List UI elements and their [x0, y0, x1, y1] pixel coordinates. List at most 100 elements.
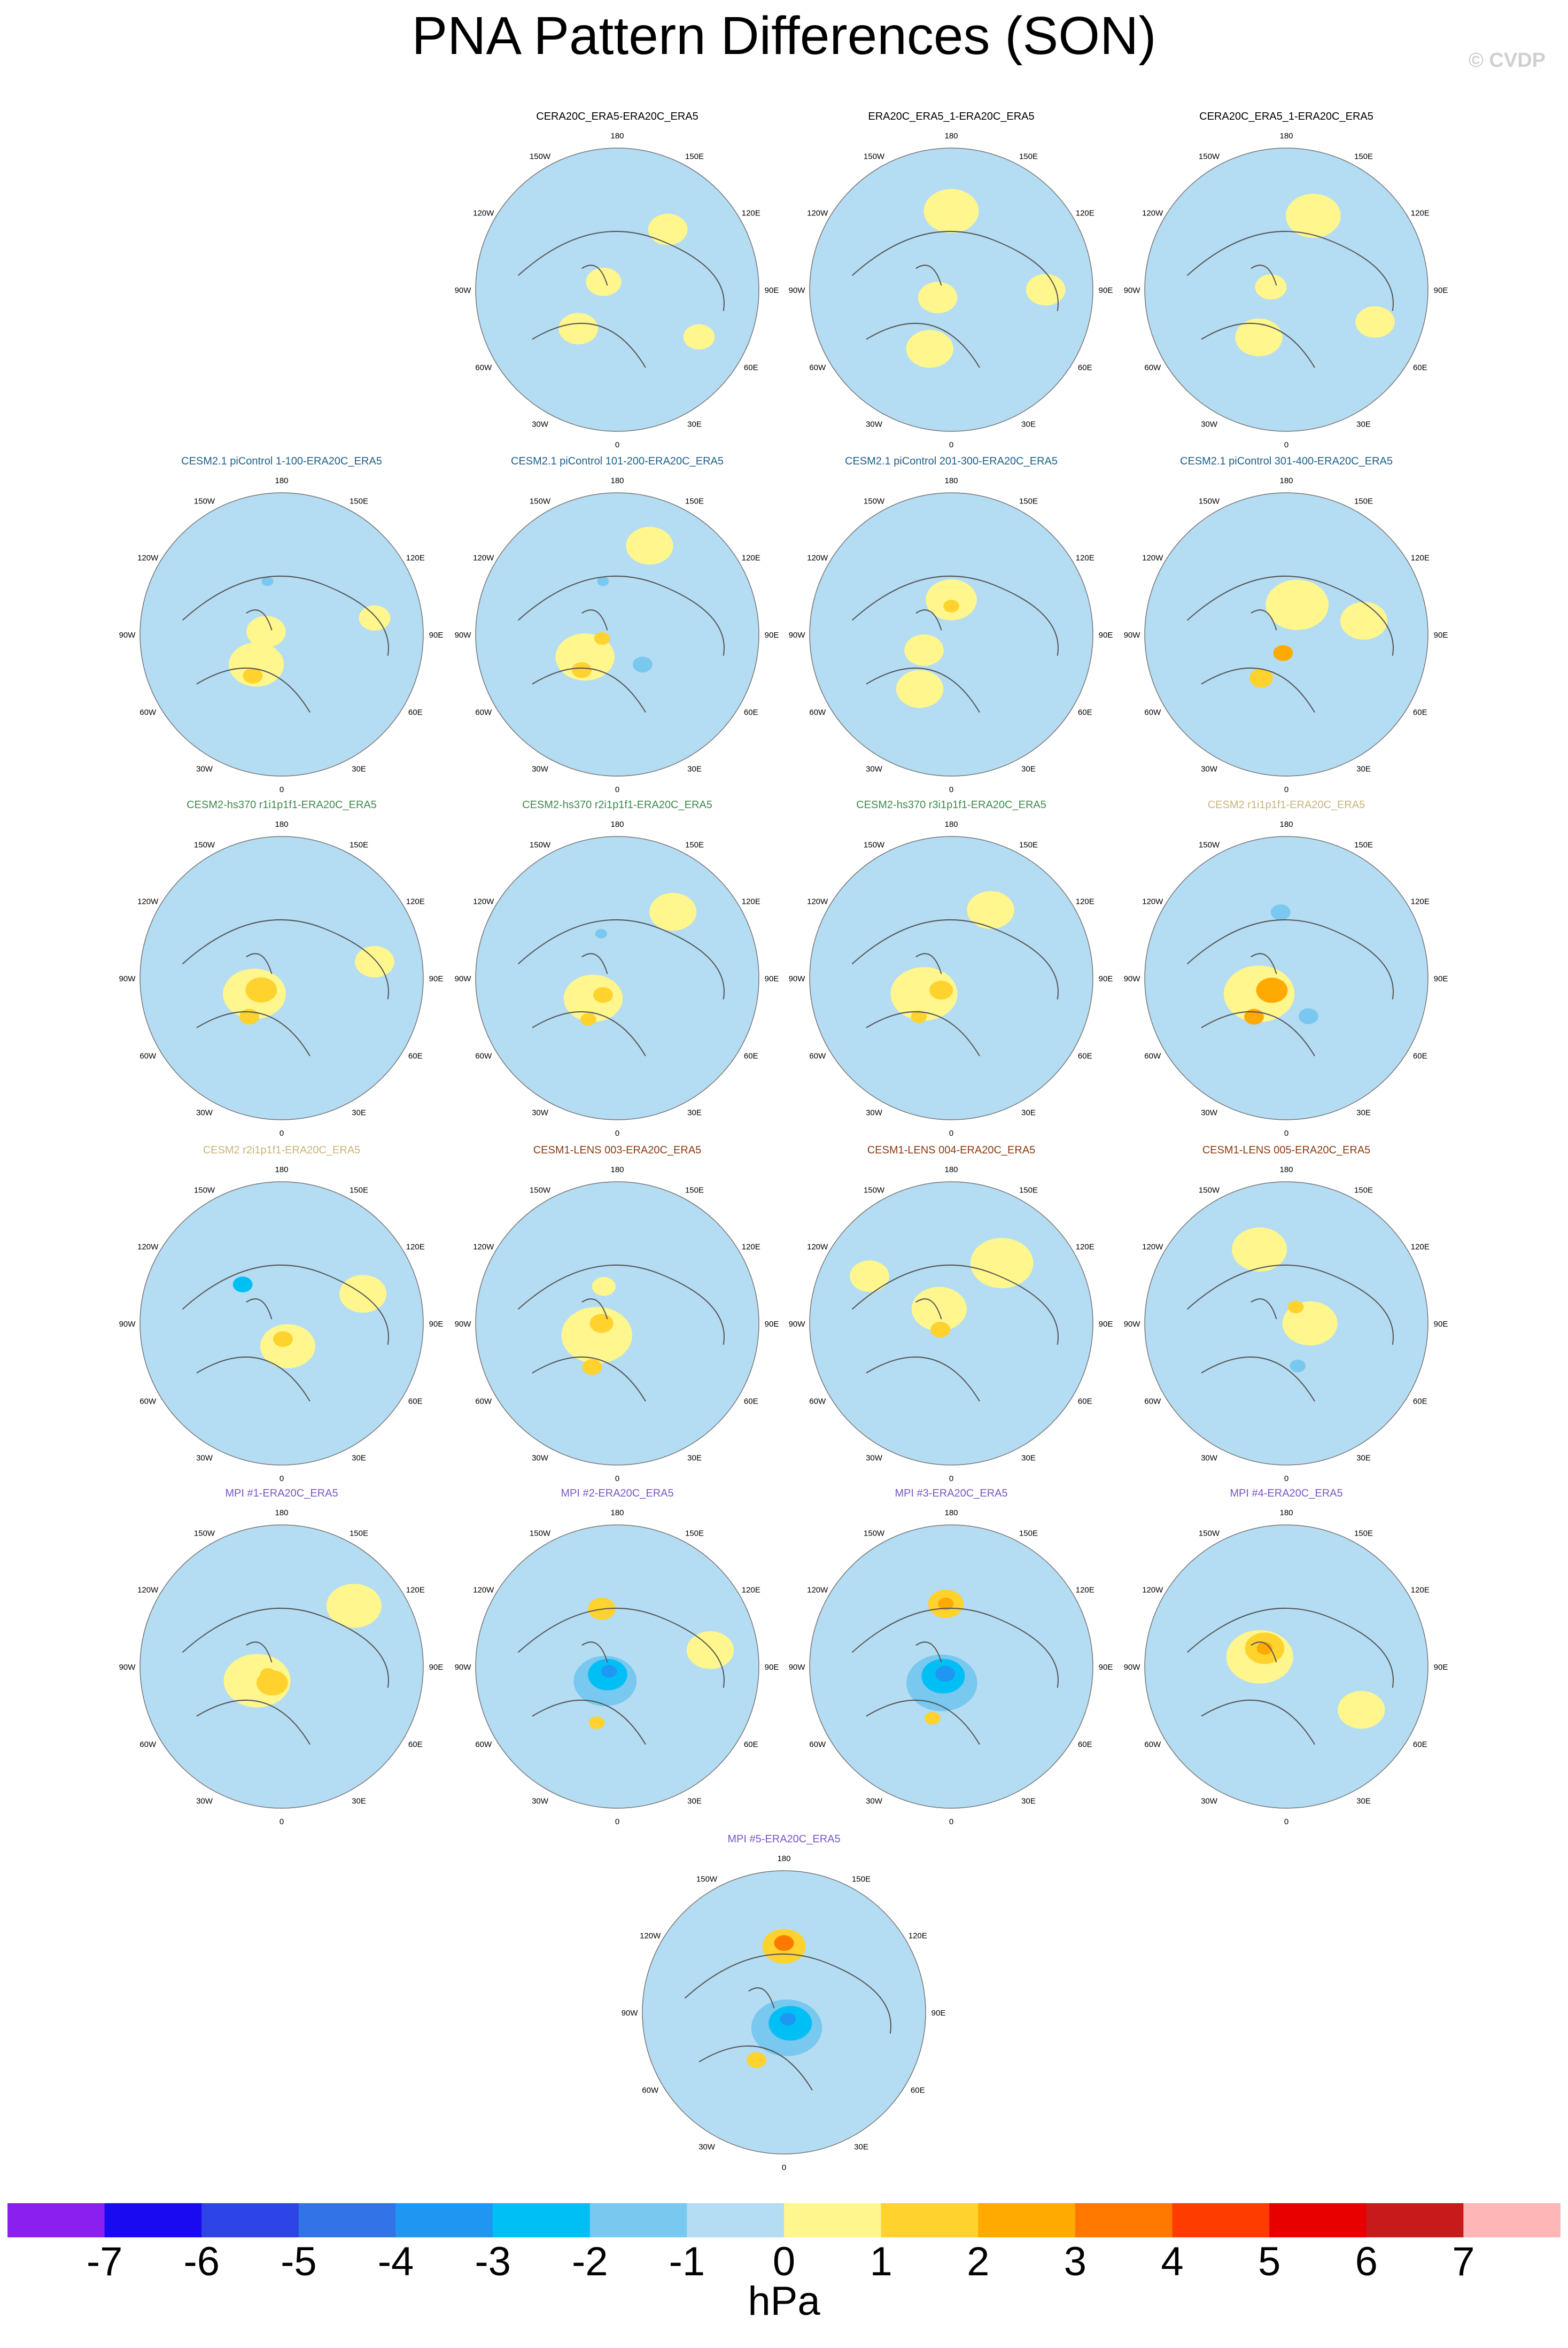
polar-map: 180 150W 150E 120W 120E 90W 90E 60W 60E 30W 30E 0 — [455, 1508, 779, 1826]
anomaly-contour — [597, 576, 609, 586]
longitude-label: 90E — [1099, 286, 1113, 295]
anomaly-contour — [561, 1307, 633, 1364]
colorbar-bin — [589, 2203, 687, 2237]
longitude-label: 0 — [280, 1129, 284, 1138]
longitude-label: 30W — [698, 2142, 716, 2151]
longitude-label: 120W — [1142, 554, 1163, 563]
longitude-label: 180 — [1279, 131, 1293, 141]
longitude-label: 60E — [744, 1397, 758, 1406]
anomaly-contour — [589, 1716, 605, 1729]
longitude-label: 120W — [473, 554, 494, 563]
longitude-label: 60E — [1413, 1052, 1427, 1061]
anomaly-contour — [1298, 1008, 1318, 1025]
longitude-label: 120E — [909, 1932, 927, 1941]
longitude-label: 0 — [280, 1817, 284, 1826]
longitude-label: 180 — [944, 820, 958, 829]
longitude-label: 150E — [1019, 152, 1038, 161]
panel-title: CESM2-hs370 r3i1p1f1-ERA20C_ERA5 — [856, 799, 1046, 811]
longitude-label: 180 — [1279, 1508, 1293, 1517]
colorbar-bin — [395, 2203, 493, 2237]
longitude-label: 90E — [1434, 631, 1448, 640]
map-border — [475, 1181, 759, 1466]
longitude-label: 0 — [949, 440, 953, 450]
longitude-label: 90W — [1124, 974, 1141, 983]
page-title: PNA Pattern Differences (SON) — [412, 6, 1156, 66]
longitude-label: 30W — [196, 1453, 213, 1462]
longitude-label: 120W — [473, 1586, 494, 1595]
longitude-label: 60E — [1078, 1740, 1092, 1749]
longitude-label: 120E — [742, 1243, 760, 1252]
longitude-label: 120W — [473, 209, 494, 218]
map-border — [139, 1524, 424, 1809]
map-border — [139, 492, 424, 777]
polar-map: 180 150W 150E 120W 120E 90W 90E 60W 60E 30W 30E 0 — [789, 131, 1113, 450]
longitude-label: 60W — [809, 1397, 826, 1406]
longitude-label: 90W — [789, 286, 806, 295]
longitude-label: 60E — [1413, 1740, 1427, 1749]
anomaly-contour — [580, 1013, 596, 1026]
longitude-label: 90E — [1434, 1663, 1448, 1672]
longitude-label: 60W — [475, 1052, 492, 1061]
longitude-label: 90W — [455, 631, 472, 640]
anomaly-contour — [686, 1631, 734, 1669]
polar-map: 180 150W 150E 120W 120E 90W 90E 60W 60E 30W 30E 0 — [119, 820, 444, 1138]
coastline — [517, 1265, 725, 1402]
longitude-label: 150E — [350, 1186, 368, 1195]
longitude-label: 150E — [1019, 1529, 1038, 1538]
anomaly-contour — [592, 1277, 616, 1296]
colorbar-tick-label: -4 — [377, 2239, 414, 2284]
anomaly-contour — [850, 1260, 889, 1292]
longitude-label: 150W — [864, 841, 885, 850]
longitude-label: 30W — [866, 1453, 883, 1462]
map-background — [810, 493, 1093, 776]
coastline — [851, 1608, 1059, 1745]
map-border — [809, 1524, 1093, 1809]
longitude-label: 30E — [1356, 1108, 1371, 1117]
longitude-label: 30E — [352, 764, 366, 773]
colorbar-unit-label: hPa — [748, 2279, 820, 2324]
anomaly-contour — [774, 1935, 794, 1951]
anomaly-contour — [1355, 306, 1395, 338]
longitude-label: 60E — [744, 1740, 758, 1749]
panel-title: MPI #4-ERA20C_ERA5 — [1230, 1487, 1343, 1499]
longitude-label: 150W — [696, 1875, 718, 1884]
longitude-label: 60E — [911, 2086, 925, 2095]
panel-title: CERA20C_ERA5-ERA20C_ERA5 — [536, 111, 698, 122]
longitude-label: 90E — [932, 2009, 946, 2018]
polar-map: 180 150W 150E 120W 120E 90W 90E 60W 60E 30W 30E 0 — [1124, 131, 1448, 450]
longitude-label: 120E — [1076, 209, 1095, 218]
longitude-label: 180 — [1279, 476, 1293, 485]
longitude-label: 0 — [280, 785, 284, 794]
anomaly-contour — [1249, 668, 1273, 688]
longitude-label: 150E — [1354, 1186, 1373, 1195]
longitude-label: 0 — [1284, 1129, 1288, 1138]
colorbar-bin — [978, 2203, 1076, 2237]
longitude-label: 180 — [777, 1854, 790, 1863]
longitude-label: 180 — [610, 820, 624, 829]
coastline — [851, 919, 1059, 1057]
anomaly-contour — [339, 1275, 387, 1313]
anomaly-contour — [1244, 1009, 1264, 1025]
panel-title: MPI #2-ERA20C_ERA5 — [561, 1487, 674, 1499]
longitude-label: 90W — [789, 974, 806, 983]
longitude-label: 90W — [455, 286, 472, 295]
longitude-label: 60W — [139, 1052, 157, 1061]
longitude-label: 30W — [532, 420, 549, 429]
longitude-label: 120W — [1142, 1243, 1163, 1252]
map-border — [139, 836, 424, 1120]
map-border — [809, 836, 1093, 1120]
longitude-label: 180 — [1279, 1165, 1293, 1174]
longitude-label: 60W — [1144, 363, 1161, 373]
longitude-label: 90W — [1124, 1320, 1141, 1329]
longitude-label: 30E — [687, 1108, 702, 1117]
longitude-label: 120W — [137, 554, 159, 563]
longitude-label: 60W — [475, 1740, 492, 1749]
longitude-label: 0 — [1284, 1474, 1288, 1483]
longitude-label: 60E — [1413, 1397, 1427, 1406]
anomaly-contour — [246, 616, 286, 648]
anomaly-contour — [1235, 318, 1283, 357]
longitude-label: 90W — [789, 1320, 806, 1329]
longitude-label: 150E — [1019, 1186, 1038, 1195]
longitude-label: 180 — [610, 131, 624, 141]
longitude-label: 150W — [194, 497, 215, 506]
